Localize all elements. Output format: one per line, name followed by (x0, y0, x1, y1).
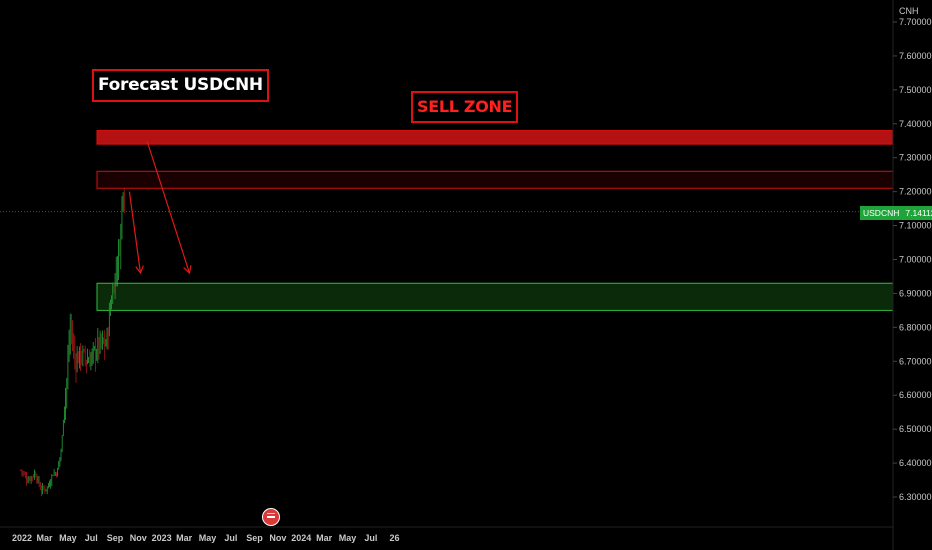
y-tick-label: 7.20000 (899, 187, 932, 197)
forecast-arrow-head (183, 265, 192, 275)
x-tick-label: May (59, 533, 77, 543)
x-tick-label: May (199, 533, 217, 543)
y-tick-label: 7.10000 (899, 221, 932, 231)
y-tick-label: 6.50000 (899, 424, 932, 434)
chart-title: Forecast USDCNH (92, 69, 269, 102)
y-tick-label: 6.60000 (899, 390, 932, 400)
x-tick-label: Sep (107, 533, 124, 543)
y-tick-label: 6.90000 (899, 288, 932, 298)
x-tick-label: 26 (390, 533, 400, 543)
forecast-arrow (146, 140, 191, 274)
y-tick-label: 6.40000 (899, 458, 932, 468)
forecast-arrow (128, 191, 142, 274)
forecast-arrow-head (135, 265, 144, 275)
resistance-zone (96, 170, 894, 189)
x-tick-label: Jul (85, 533, 98, 543)
x-tick-label: Nov (130, 533, 147, 543)
y-tick-label: 7.60000 (899, 51, 932, 61)
y-tick-label: 7.40000 (899, 119, 932, 129)
y-tick-label: 6.30000 (899, 492, 932, 502)
time-axis[interactable]: 2022 Mar May Jul Sep Nov 2023 Mar May Jul Sep Nov 20… (12, 533, 400, 543)
x-tick-label: 2022 (12, 533, 32, 543)
price-tag-symbol: USDCNH (863, 208, 900, 218)
y-tick-label: 7.70000 (899, 17, 932, 27)
economic-event-flag-icon[interactable] (262, 508, 280, 526)
price-axis[interactable]: 7.70000 7.60000 7.50000 7.40000 7.30000 7.200… (893, 17, 932, 502)
y-tick-label: 7.30000 (899, 153, 932, 163)
sell-zone-label: SELL ZONE (411, 91, 519, 123)
x-tick-label: Jul (224, 533, 237, 543)
x-tick-label: Mar (37, 533, 54, 543)
x-tick-label: Mar (316, 533, 333, 543)
x-tick-label: Nov (269, 533, 286, 543)
x-tick-label: Jul (364, 533, 377, 543)
x-tick-label: 2024 (291, 533, 311, 543)
sell-zone (96, 130, 894, 145)
buy-zone (96, 282, 894, 311)
x-tick-label: 2023 (152, 533, 172, 543)
y-tick-label: 6.80000 (899, 322, 932, 332)
x-tick-label: May (339, 533, 357, 543)
x-tick-label: Sep (246, 533, 263, 543)
y-tick-label: 7.00000 (899, 255, 932, 265)
last-price-tag: USDCNH 7.14112 (860, 206, 932, 220)
x-tick-label: Mar (176, 533, 193, 543)
y-tick-label: 7.50000 (899, 85, 932, 95)
price-axis-unit: CNH (899, 6, 919, 16)
price-tag-value: 7.14112 (905, 208, 932, 218)
y-tick-label: 6.70000 (899, 356, 932, 366)
